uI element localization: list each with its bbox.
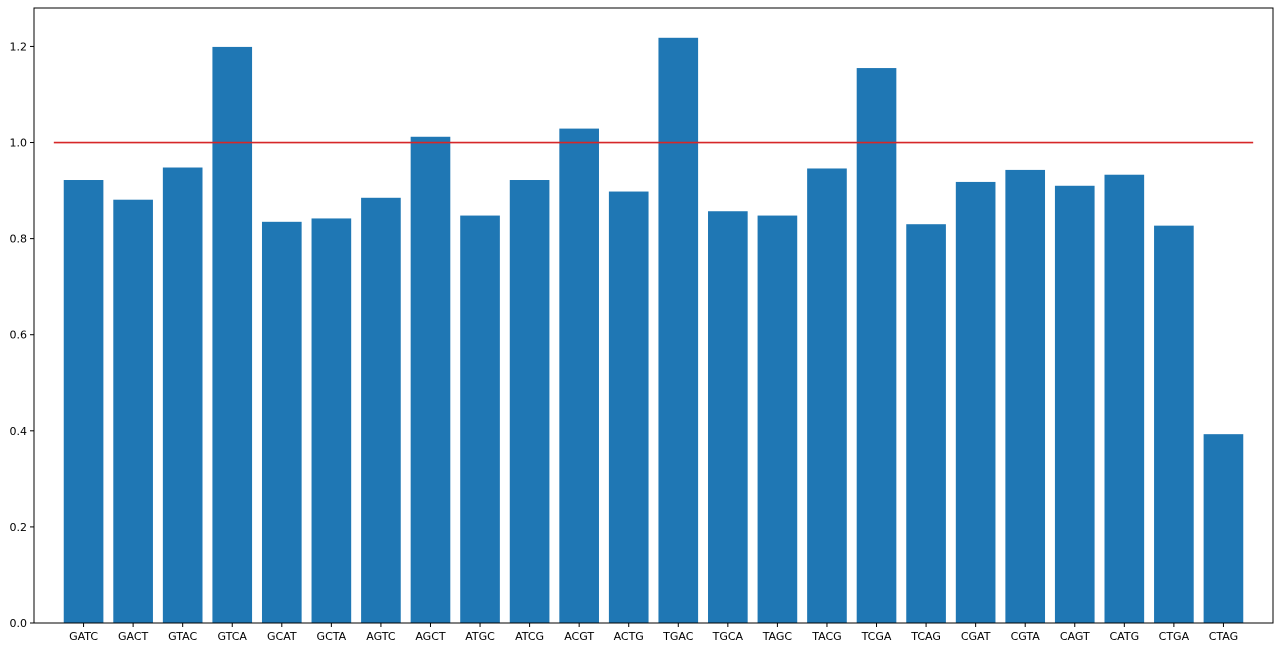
x-tick-label: GACT <box>118 630 149 643</box>
x-axis: GATC GACT GTAC GTCA GCAT GCTA AGTC AGCT ATGC ATCG… <box>69 623 1238 643</box>
bar-agtc <box>361 197 401 623</box>
bar-tacg <box>807 168 847 623</box>
y-tick-label: 0.0 <box>10 617 28 630</box>
x-tick-label: TGAC <box>662 630 694 643</box>
bar-tagc <box>757 215 798 623</box>
bar-tgac <box>658 37 699 623</box>
bar-gact <box>113 199 153 623</box>
x-tick-label: GCAT <box>267 630 297 643</box>
y-tick-label: 0.2 <box>10 521 28 534</box>
x-tick-label: CTAG <box>1209 630 1238 643</box>
x-tick-label: ATCG <box>515 630 544 643</box>
bar-cagt <box>1054 185 1095 623</box>
bar-gatc <box>63 180 104 623</box>
x-tick-label: ATGC <box>465 630 495 643</box>
bar-atcg <box>509 180 550 623</box>
y-tick-label: 1.2 <box>10 40 28 53</box>
x-tick-label: GTCA <box>218 630 248 643</box>
y-tick-label: 0.6 <box>10 329 28 342</box>
x-tick-label: GTAC <box>168 630 197 643</box>
x-tick-label: AGTC <box>366 630 396 643</box>
x-tick-label: TCGA <box>861 630 892 643</box>
bar-acgt <box>559 128 599 623</box>
x-tick-label: CGTA <box>1011 630 1041 643</box>
bar-agct <box>410 136 451 623</box>
x-tick-label: GCTA <box>317 630 347 643</box>
x-tick-label: CGAT <box>961 630 991 643</box>
bar-tgca <box>708 211 748 623</box>
bar-gtac <box>162 167 203 623</box>
bar-actg <box>608 191 649 623</box>
y-tick-label: 0.4 <box>10 425 28 438</box>
x-tick-label: TCAG <box>910 630 941 643</box>
y-tick-label: 1.0 <box>10 137 28 150</box>
x-tick-label: TGCA <box>712 630 744 643</box>
x-tick-label: CTGA <box>1159 630 1190 643</box>
x-tick-label: TAGC <box>762 630 793 643</box>
bar-gcat <box>261 221 302 623</box>
x-tick-label: CAGT <box>1060 630 1090 643</box>
bars-group <box>63 37 1244 623</box>
bar-gtca <box>212 46 253 623</box>
bar-gcta <box>311 218 352 623</box>
x-tick-label: AGCT <box>415 630 446 643</box>
y-axis: 0.0 0.2 0.4 0.6 0.8 1.0 1.2 <box>10 40 34 630</box>
x-tick-label: ACTG <box>614 630 644 643</box>
bar-tcag <box>906 224 946 623</box>
x-tick-label: CATG <box>1110 630 1140 643</box>
x-tick-label: TACG <box>811 630 841 643</box>
bar-ctga <box>1154 225 1194 623</box>
bar-catg <box>1104 174 1145 623</box>
bar-cgta <box>1005 169 1046 623</box>
bar-tcga <box>856 68 897 623</box>
x-tick-label: GATC <box>69 630 98 643</box>
bar-atgc <box>460 215 500 623</box>
y-tick-label: 0.8 <box>10 233 28 246</box>
plot-frame <box>33 7 1274 624</box>
bar-cgat <box>955 181 996 623</box>
x-tick-label: ACGT <box>564 630 594 643</box>
bar-ctag <box>1203 434 1244 623</box>
